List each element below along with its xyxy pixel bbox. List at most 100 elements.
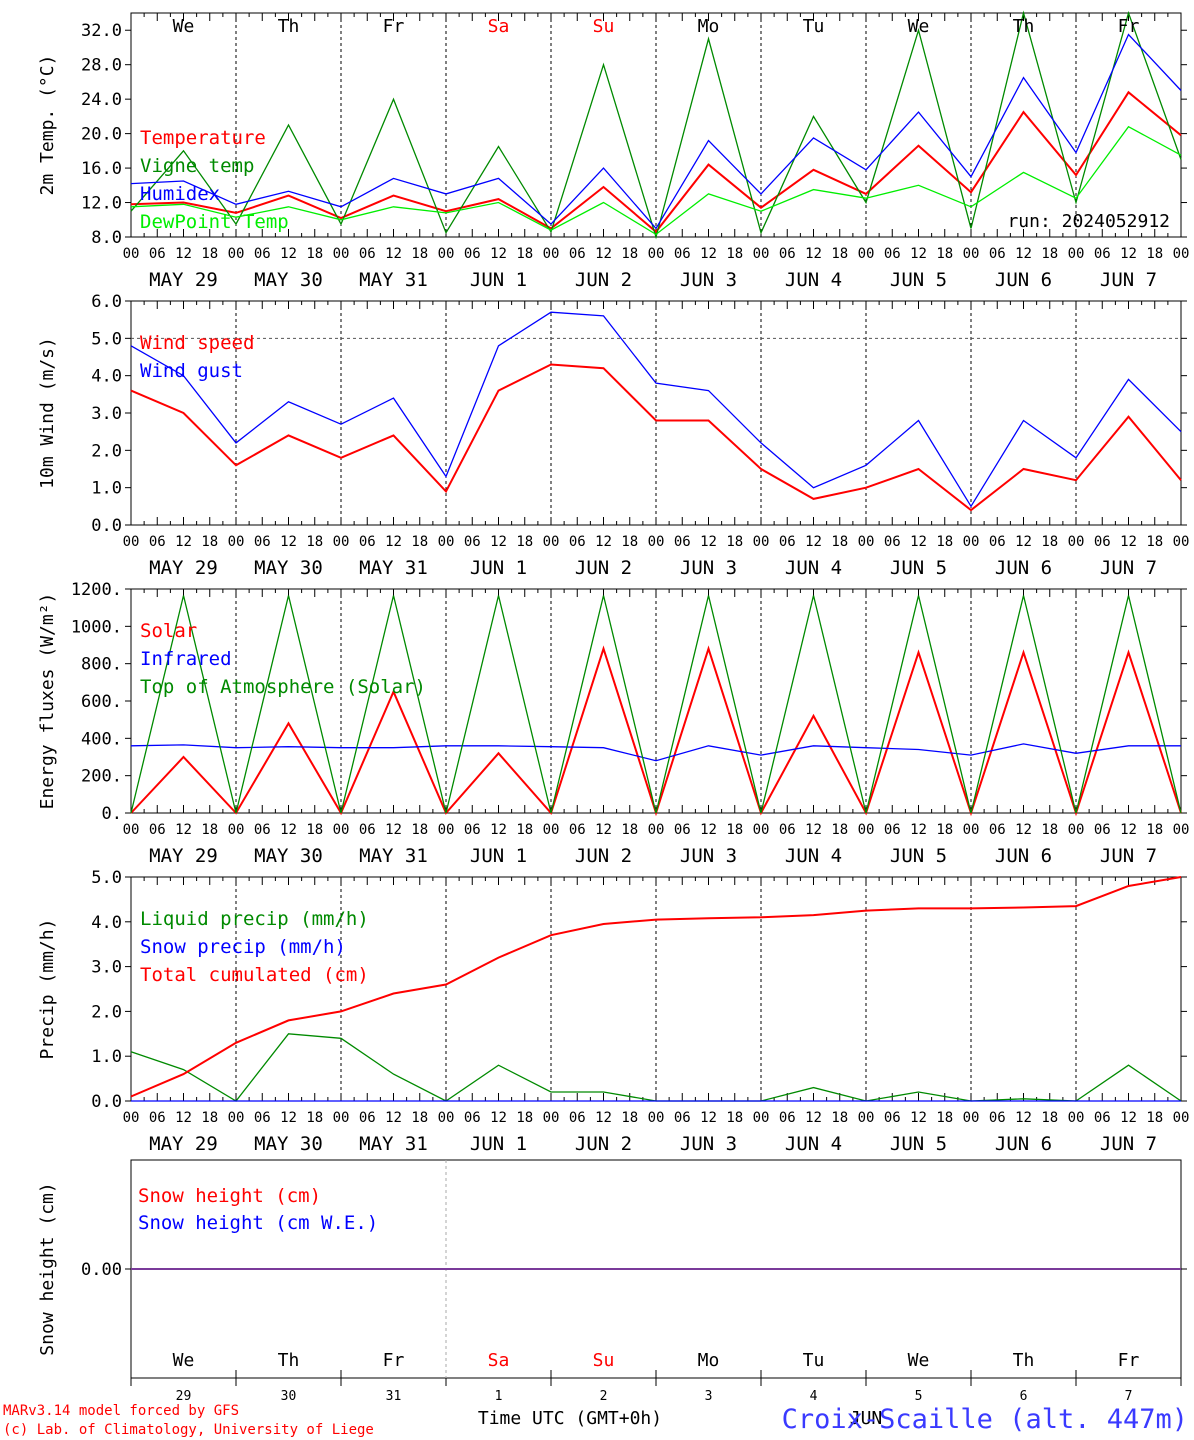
hour-label: 00 xyxy=(228,534,245,550)
hour-label: 18 xyxy=(621,246,638,262)
date-label: JUN 2 xyxy=(575,1133,632,1155)
weekday-label: We xyxy=(173,16,195,37)
series-line xyxy=(130,363,1182,512)
date-label: MAY 31 xyxy=(359,1133,428,1155)
hour-label: 00 xyxy=(1173,822,1190,838)
date-label: JUN 4 xyxy=(785,269,842,291)
legend-entry: Snow height (cm) xyxy=(138,1185,321,1207)
hour-label: 06 xyxy=(569,246,586,262)
hour-label: 12 xyxy=(700,822,717,838)
hour-label: 18 xyxy=(516,1110,533,1126)
date-label: JUN 5 xyxy=(890,269,947,291)
hour-label: 00 xyxy=(753,246,770,262)
hour-label: 00 xyxy=(858,822,875,838)
hour-label: 12 xyxy=(595,246,612,262)
hour-label: 06 xyxy=(359,246,376,262)
hour-label: 12 xyxy=(1120,822,1137,838)
weekday-label: We xyxy=(908,1350,930,1371)
weekday-label: Fr xyxy=(383,1350,405,1371)
date-label: JUN 6 xyxy=(995,845,1052,867)
date-label: MAY 31 xyxy=(359,845,428,867)
weekday-label: Su xyxy=(593,16,615,37)
hour-label: 00 xyxy=(438,1110,455,1126)
legend-entry: Snow height (cm W.E.) xyxy=(138,1212,378,1234)
hour-label: 12 xyxy=(280,246,297,262)
hour-label: 00 xyxy=(333,1110,350,1126)
y-tick-label: 3.0 xyxy=(91,404,122,424)
date-label: MAY 31 xyxy=(359,557,428,579)
hour-label: 06 xyxy=(464,822,481,838)
weekday-label: We xyxy=(908,16,930,37)
day-number-label: 3 xyxy=(705,1389,713,1404)
hour-label: 12 xyxy=(1015,534,1032,550)
hour-label: 00 xyxy=(123,534,140,550)
hour-label: 06 xyxy=(779,246,796,262)
date-label: MAY 31 xyxy=(359,269,428,291)
weekday-label: Th xyxy=(278,1350,300,1371)
hour-label: 12 xyxy=(280,1110,297,1126)
hour-label: 18 xyxy=(1146,534,1163,550)
hour-label: 18 xyxy=(726,1110,743,1126)
hour-label: 12 xyxy=(1120,246,1137,262)
y-tick-label: 24.0 xyxy=(81,90,122,110)
hour-label: 00 xyxy=(858,246,875,262)
day-number-label: 5 xyxy=(915,1389,923,1404)
hour-label: 18 xyxy=(411,534,428,550)
date-label: JUN 3 xyxy=(680,557,737,579)
hour-label: 12 xyxy=(490,246,507,262)
series-line xyxy=(130,311,1182,508)
date-label: JUN 3 xyxy=(680,845,737,867)
y-tick-label: 0. xyxy=(102,804,122,824)
hour-label: 00 xyxy=(333,822,350,838)
legend-entry: Vigne temp xyxy=(140,155,254,177)
hour-label: 06 xyxy=(149,1110,166,1126)
footer-model: MARv3.14 model forced by GFS xyxy=(3,1403,239,1419)
hour-label: 18 xyxy=(936,1110,953,1126)
hour-label: 18 xyxy=(306,1110,323,1126)
station-title: Croix-Scaille (alt. 447m) xyxy=(782,1404,1188,1435)
day-number-label: 31 xyxy=(386,1389,402,1404)
footer-credit: (c) Lab. of Climatology, University of L… xyxy=(3,1422,374,1438)
hour-label: 00 xyxy=(858,534,875,550)
date-label: JUN 5 xyxy=(890,1133,947,1155)
hour-label: 12 xyxy=(1120,1110,1137,1126)
hour-label: 12 xyxy=(1015,822,1032,838)
hour-label: 06 xyxy=(989,534,1006,550)
y-tick-label: 800. xyxy=(81,655,122,675)
hour-label: 12 xyxy=(1015,246,1032,262)
hour-label: 00 xyxy=(1068,822,1085,838)
date-label: MAY 30 xyxy=(254,845,323,867)
hour-label: 18 xyxy=(831,1110,848,1126)
hour-label: 18 xyxy=(936,534,953,550)
date-label: MAY 30 xyxy=(254,269,323,291)
hour-label: 18 xyxy=(1146,246,1163,262)
date-label: JUN 6 xyxy=(995,1133,1052,1155)
x-axis-label: Time UTC (GMT+0h) xyxy=(478,1408,662,1429)
hour-label: 00 xyxy=(963,534,980,550)
run-label: run: 2024052912 xyxy=(1007,211,1170,232)
hour-label: 06 xyxy=(254,534,271,550)
hour-label: 18 xyxy=(726,534,743,550)
panel-3: 0. 200. 400. 600. 800. 1000. 1200. Energy fluxe… xyxy=(37,580,1189,867)
hour-label: 00 xyxy=(543,822,560,838)
hour-label: 06 xyxy=(359,534,376,550)
y-axis-title: Energy fluxes (W/m²) xyxy=(37,593,58,810)
y-tick-label: 16.0 xyxy=(81,159,122,179)
weekday-label: Sa xyxy=(488,1350,510,1371)
hour-label: 12 xyxy=(805,1110,822,1126)
hour-label: 00 xyxy=(543,246,560,262)
date-label: JUN 4 xyxy=(785,1133,842,1155)
hour-label: 06 xyxy=(464,1110,481,1126)
chart-panels: 8.012.016.020.024.028.032.02m Temp. (°C)… xyxy=(37,10,1189,1404)
y-tick-label: 20.0 xyxy=(81,125,122,145)
hour-label: 00 xyxy=(543,1110,560,1126)
hour-label: 12 xyxy=(280,822,297,838)
weekday-label: Fr xyxy=(383,16,405,37)
y-tick-label: 200. xyxy=(81,767,122,787)
hour-label: 18 xyxy=(1146,1110,1163,1126)
date-label: JUN 2 xyxy=(575,557,632,579)
hour-label: 00 xyxy=(753,822,770,838)
day-number-label: 2 xyxy=(600,1389,608,1404)
hour-label: 06 xyxy=(464,534,481,550)
hour-label: 06 xyxy=(569,1110,586,1126)
